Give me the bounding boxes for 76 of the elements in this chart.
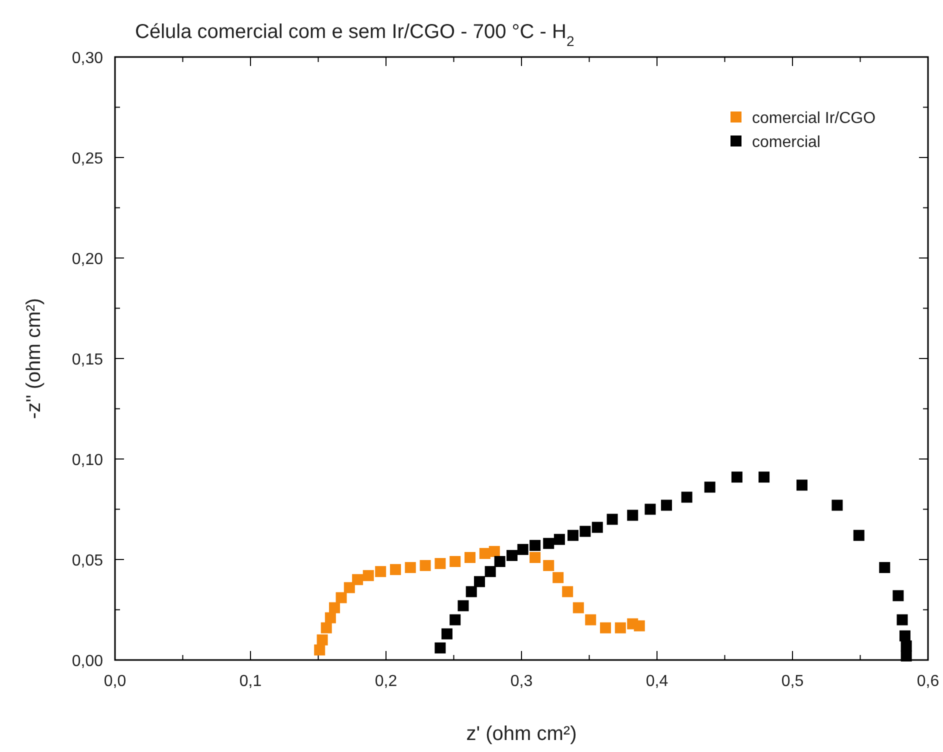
point (627, 510, 638, 521)
y-tick-label: 0,20 (72, 251, 104, 268)
point (506, 550, 518, 561)
x-tick-label: 0,2 (374, 673, 398, 690)
point (853, 530, 864, 541)
point (390, 564, 401, 576)
point (543, 538, 554, 549)
point (600, 622, 612, 634)
legend-label: comercial Ir/CGO (752, 110, 876, 127)
point (832, 500, 843, 511)
point (634, 620, 645, 632)
x-axis-title: z' (ohm cm²) (466, 723, 577, 745)
point (530, 552, 541, 563)
point (543, 560, 554, 572)
point (900, 650, 912, 662)
point (314, 644, 326, 656)
point (320, 622, 332, 634)
y-tick-label: 0,10 (72, 452, 104, 469)
point (758, 472, 770, 483)
point (562, 586, 574, 598)
y-tick-label: 0,30 (72, 50, 104, 67)
point (592, 522, 603, 533)
point (704, 482, 716, 493)
point (552, 572, 564, 584)
point (572, 602, 584, 614)
point (362, 570, 374, 582)
point (450, 614, 461, 626)
x-tick-label: 0,5 (781, 673, 804, 690)
point (420, 560, 431, 572)
point (352, 574, 364, 586)
point (899, 630, 910, 642)
point (434, 642, 446, 654)
point (644, 504, 656, 515)
chart-title: Célula comercial com e sem Ir/CGO - 700 °C - H$_{2}$ (135, 21, 574, 49)
point (896, 614, 908, 626)
y-tick-label: 0,15 (72, 352, 104, 368)
legend-label: comercial (752, 134, 820, 151)
x-tick-label: 0,0 (104, 673, 126, 690)
y-tick-label: 0,00 (72, 653, 104, 670)
y-tick-label: 0,25 (72, 150, 104, 168)
x-tick-label: 0,1 (239, 673, 262, 690)
point (375, 566, 386, 578)
point (344, 582, 355, 594)
x-tick-label: 0,3 (510, 673, 533, 690)
point (796, 480, 808, 491)
point (580, 526, 591, 537)
point (517, 544, 528, 555)
point (336, 592, 347, 604)
point (879, 562, 890, 574)
point (458, 600, 469, 612)
point (494, 556, 506, 568)
point (474, 576, 485, 588)
point (441, 628, 452, 640)
point (892, 590, 904, 602)
point (660, 500, 672, 511)
point (464, 552, 476, 563)
point (329, 602, 340, 614)
x-tick-label: 0,4 (646, 673, 668, 690)
point (554, 534, 565, 545)
point (567, 530, 578, 541)
point (488, 546, 500, 557)
x-tick-label: 0,6 (916, 673, 940, 690)
point (530, 540, 541, 551)
point (404, 562, 416, 574)
point (731, 472, 742, 483)
point (606, 514, 618, 525)
y-axis-title: -z'' (ohm cm²) (23, 298, 45, 419)
y-tick-label: 0,05 (72, 552, 104, 570)
point (614, 622, 626, 634)
point (316, 634, 328, 646)
point (434, 558, 446, 570)
point (450, 556, 461, 568)
point (484, 566, 496, 578)
point (585, 614, 596, 626)
point (681, 492, 692, 503)
point (466, 586, 477, 598)
